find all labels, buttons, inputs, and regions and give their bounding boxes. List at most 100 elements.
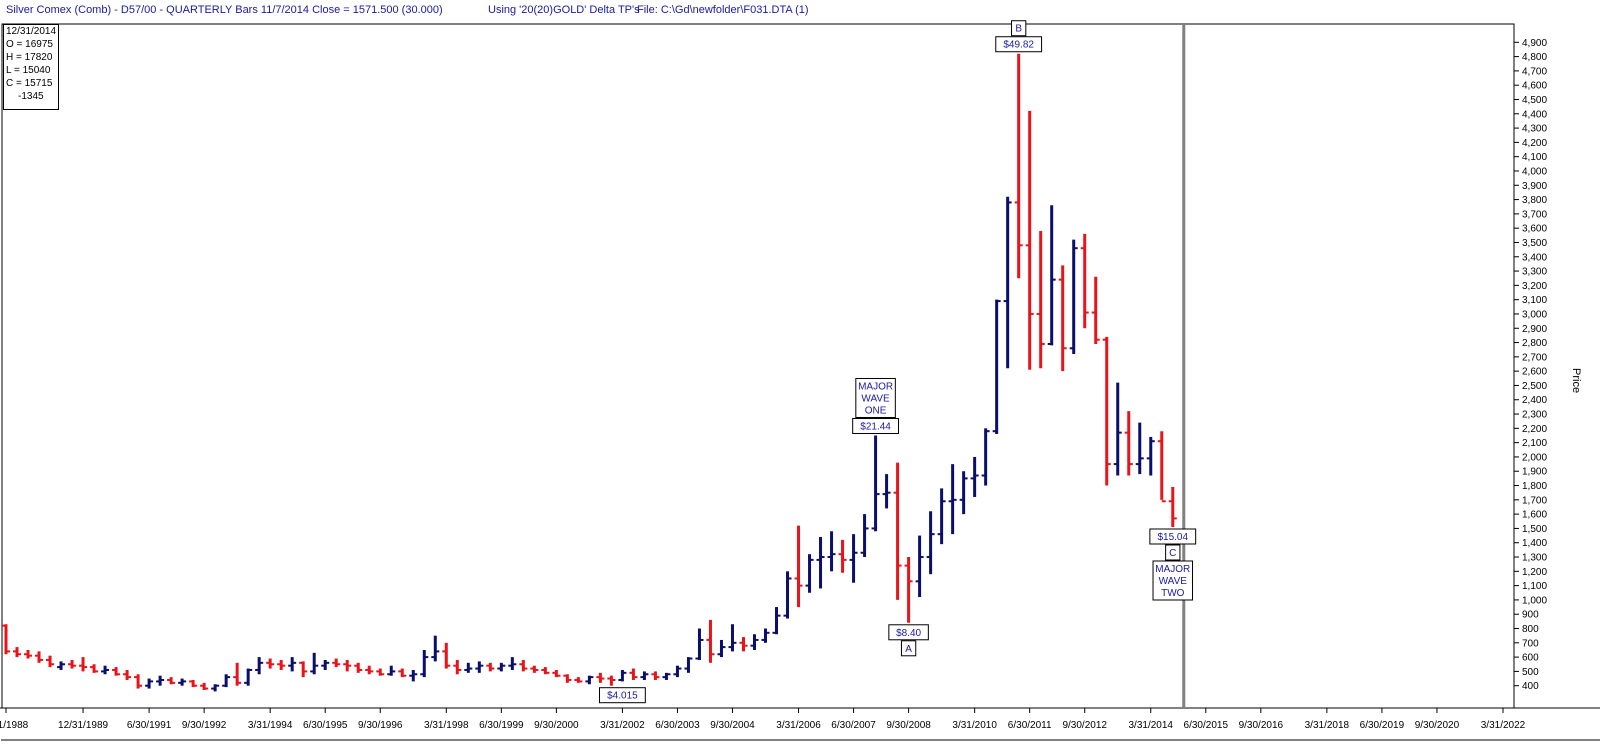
x-tick-label: 3/31/2002	[600, 720, 645, 731]
info-date: 12/31/2014	[6, 26, 57, 37]
annotation-label: C	[1165, 544, 1181, 561]
annotation-box	[995, 36, 1043, 53]
ohlc-bar	[310, 652, 319, 675]
ohlc-bar	[35, 651, 44, 663]
ohlc-bar	[541, 667, 550, 675]
ohlc-bar	[145, 678, 154, 689]
ohlc-bar	[893, 462, 902, 600]
y-tick-label: 1,200	[1522, 567, 1547, 578]
y-tick-label: 2,900	[1522, 324, 1547, 335]
y-tick-label: 4,000	[1522, 166, 1547, 177]
ohlc-bar	[1025, 110, 1034, 370]
ohlc-bar	[728, 624, 737, 652]
y-tick-label: 3,900	[1522, 181, 1547, 192]
ohlc-info-box: 12/31/2014 O = 16975 H = 17820 L = 15040…	[3, 24, 59, 110]
annotation-label: $8.40	[888, 624, 929, 641]
annotation-label: $15.04	[1149, 528, 1197, 545]
annotation-box	[855, 377, 896, 418]
ohlc-bar	[464, 662, 473, 673]
ohlc-bar	[2, 624, 10, 655]
annotation-text: ONE	[865, 405, 887, 416]
ohlc-bar	[189, 679, 198, 688]
x-tick-label: 3/31/1988	[0, 720, 29, 731]
info-close: C = 15715	[6, 78, 53, 89]
chart-symbol-title: Silver Comex (Comb) - D57/00 - QUARTERLY…	[6, 4, 443, 16]
y-tick-label: 700	[1522, 638, 1539, 649]
ohlc-bar	[211, 684, 220, 692]
ohlc-bar	[332, 658, 341, 668]
y-tick-label: 1,100	[1522, 581, 1547, 592]
ohlc-bar	[288, 657, 297, 672]
annotation-text: TWO	[1161, 588, 1185, 599]
y-tick-label: 2,300	[1522, 410, 1547, 421]
ohlc-bar	[915, 535, 924, 598]
ohlc-bar	[299, 661, 308, 678]
ohlc-bar	[365, 665, 374, 675]
x-tick-label: 9/30/2008	[886, 720, 931, 731]
x-tick-label: 3/31/2018	[1305, 720, 1350, 731]
ohlc-bar	[123, 669, 132, 680]
x-tick-label: 6/30/2003	[655, 720, 700, 731]
annotation-text: WAVE	[861, 393, 890, 404]
ohlc-bar	[156, 675, 165, 686]
y-tick-label: 4,300	[1522, 124, 1547, 135]
ohlc-bar	[640, 671, 649, 680]
ohlc-bar	[1003, 196, 1012, 369]
ohlc-bar	[695, 628, 704, 660]
x-tick-label: 3/31/2010	[952, 720, 997, 731]
annotation-text: $8.40	[896, 628, 921, 639]
x-tick-label: 6/30/2019	[1360, 720, 1405, 731]
y-tick-label: 2,000	[1522, 452, 1547, 463]
ohlc-bar	[453, 659, 462, 675]
ohlc-bar	[552, 669, 561, 678]
annotation-text: $21.44	[860, 421, 891, 432]
x-tick-label: 6/30/2011	[1008, 720, 1052, 731]
y-tick-label: 3,700	[1522, 209, 1547, 220]
annotation-box	[852, 417, 899, 434]
ohlc-bar	[629, 668, 638, 680]
annotation-box	[599, 687, 646, 704]
ohlc-bar	[167, 677, 176, 685]
ohlc-bar	[684, 657, 693, 673]
y-tick-label: 1,600	[1522, 510, 1547, 521]
ohlc-bar	[992, 299, 1001, 435]
y-tick-label: 3,500	[1522, 238, 1547, 249]
ohlc-bar	[508, 657, 517, 670]
x-tick-label: 3/31/2014	[1129, 720, 1174, 731]
x-tick-label: 9/30/2020	[1415, 720, 1460, 731]
ohlc-bar	[233, 662, 242, 686]
ohlc-bar	[662, 672, 671, 680]
y-tick-label: 3,600	[1522, 224, 1547, 235]
ohlc-bar	[57, 661, 66, 670]
y-tick-label: 4,100	[1522, 152, 1547, 163]
chart-frame	[0, 23, 1600, 741]
x-tick-label: 6/30/1999	[479, 720, 524, 731]
ohlc-bar	[772, 607, 781, 635]
y-tick-label: 2,200	[1522, 424, 1547, 435]
ohlc-bar	[486, 662, 495, 672]
annotation-text: B	[1015, 24, 1022, 35]
annotation-label: $49.82	[995, 36, 1043, 53]
ohlc-bar	[255, 657, 264, 675]
ohlc-bar	[783, 571, 792, 619]
ohlc-bar	[1036, 231, 1045, 369]
ohlc-bar	[1058, 265, 1067, 372]
ohlc-bar	[1047, 205, 1056, 346]
ohlc-bar	[200, 682, 209, 690]
ohlc-bar	[805, 554, 814, 593]
ohlc-bar	[13, 647, 22, 658]
ohlc-bar	[827, 531, 836, 572]
y-tick-label: 3,400	[1522, 252, 1547, 263]
annotation-box	[888, 624, 929, 641]
y-tick-label: 900	[1522, 610, 1539, 621]
annotation-box	[1152, 560, 1194, 601]
price-axis: 400 500 600 700 800 900 1,000 1,100 1,200 1,300 1,…	[1514, 38, 1547, 692]
title-bar: Silver Comex (Comb) - D57/00 - QUARTERLY…	[0, 0, 1600, 22]
y-tick-label: 2,700	[1522, 352, 1547, 363]
ohlc-bar	[860, 514, 869, 558]
ohlc-bar	[1168, 486, 1177, 527]
info-low: L = 15040	[6, 65, 51, 76]
annotation-label: B	[1011, 20, 1027, 37]
